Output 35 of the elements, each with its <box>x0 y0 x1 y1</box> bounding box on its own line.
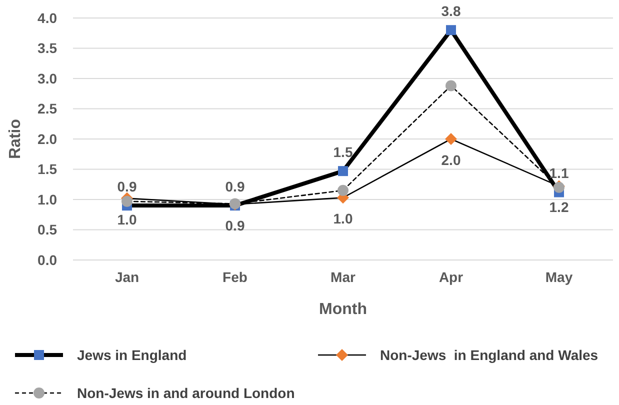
data-label: 1.0 <box>333 210 353 227</box>
data-label: 0.9 <box>225 178 245 195</box>
x-tick-label: May <box>545 269 573 285</box>
data-label: 1.5 <box>333 144 353 160</box>
text: 1.5 <box>38 161 57 178</box>
x-tick-label: Jan <box>114 269 140 285</box>
text: 2.0 <box>38 130 57 147</box>
x-axis-title: Month <box>319 301 367 318</box>
legend-label: Non-Jews in and around London <box>77 384 295 401</box>
data-label: 1.0 <box>117 211 137 228</box>
x-tick-label: Feb <box>222 269 248 285</box>
data-label: 0.9 <box>117 178 137 195</box>
point <box>338 184 348 196</box>
point <box>445 133 457 145</box>
text: 0.0 <box>38 252 57 268</box>
text: 2.5 <box>38 100 57 117</box>
point <box>446 80 456 92</box>
data-label: 1.2 <box>549 199 569 216</box>
point <box>122 196 132 207</box>
legend-label: Non-Jews in England and Wales <box>380 346 598 363</box>
text: 0.5 <box>38 222 57 238</box>
data-label: 1.1 <box>549 165 569 182</box>
data-label: 2.0 <box>441 152 461 168</box>
text: 3.5 <box>38 40 57 56</box>
y-axis-title: Ratio <box>7 118 24 159</box>
point <box>446 25 456 36</box>
x-tick-label: Apr <box>438 269 464 285</box>
point <box>338 166 348 176</box>
text: 1.0 <box>38 191 57 208</box>
legend-label: Jews in England <box>77 346 187 363</box>
text: 4.0 <box>38 10 57 26</box>
data-label: 0.9 <box>225 217 245 234</box>
text: 3.0 <box>38 70 57 86</box>
data-label: 3.8 <box>441 3 461 20</box>
x-tick-label: Mar <box>330 269 356 285</box>
